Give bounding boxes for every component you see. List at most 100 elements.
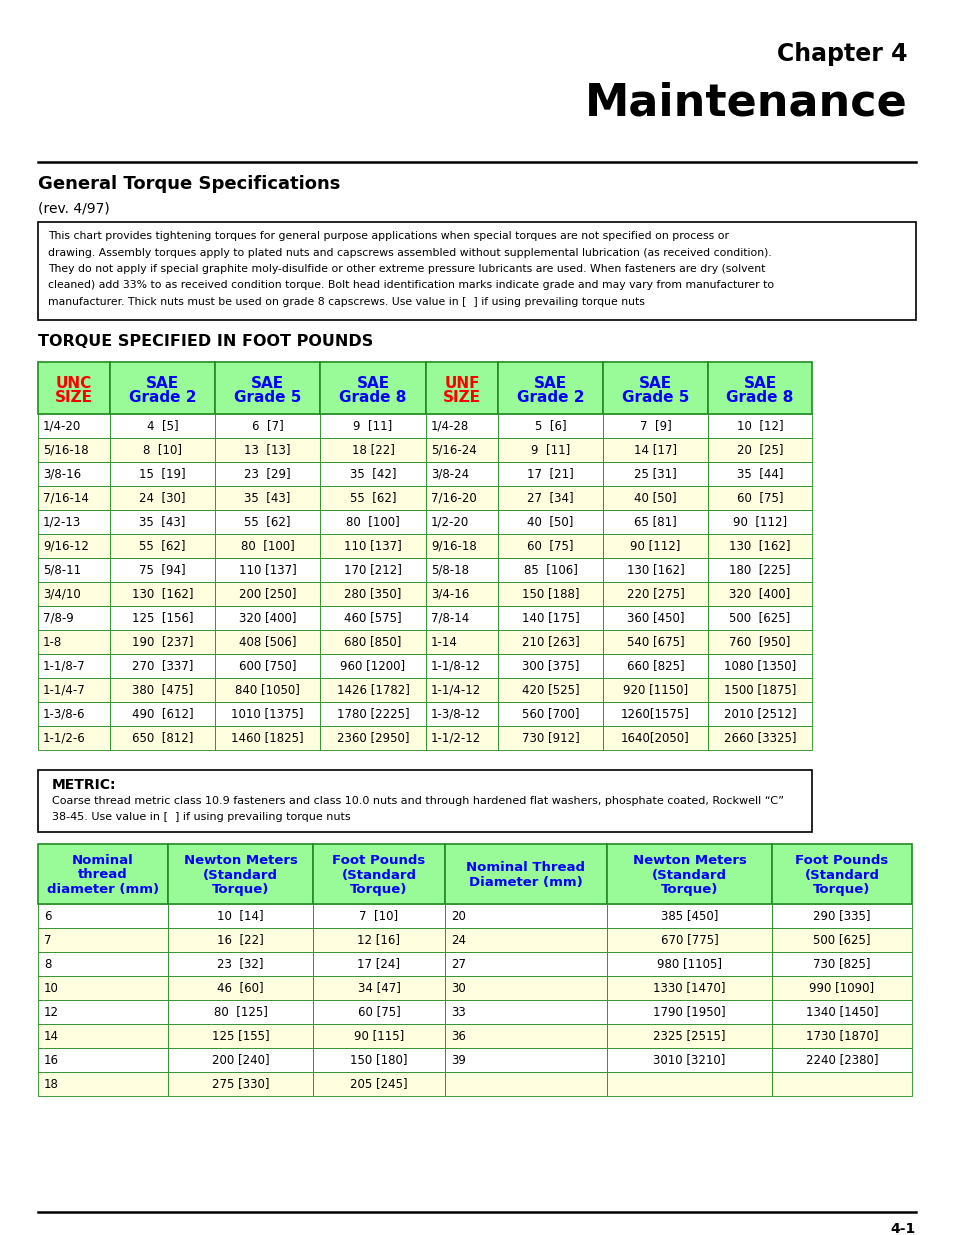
Bar: [214, 582, 319, 606]
Bar: [313, 952, 444, 976]
Text: 205 [245]: 205 [245]: [350, 1077, 407, 1091]
Text: (Standard: (Standard: [651, 868, 726, 882]
Text: 24  [30]: 24 [30]: [139, 492, 186, 505]
Text: 200 [250]: 200 [250]: [238, 588, 296, 600]
Text: cleaned) add 33% to as received condition torque. Bolt head identification marks: cleaned) add 33% to as received conditio…: [48, 280, 773, 290]
Text: 1330 [1470]: 1330 [1470]: [653, 982, 725, 994]
Bar: [497, 438, 602, 462]
Text: 38-45. Use value in [  ] if using prevailing torque nuts: 38-45. Use value in [ ] if using prevail…: [52, 811, 351, 823]
Text: 3/8-24: 3/8-24: [431, 468, 469, 480]
Bar: [313, 976, 444, 1000]
Text: 125  [156]: 125 [156]: [132, 611, 193, 625]
Text: 12 [16]: 12 [16]: [357, 934, 400, 946]
Bar: [602, 582, 707, 606]
Bar: [497, 534, 602, 558]
Bar: [426, 462, 497, 487]
Text: 460 [575]: 460 [575]: [344, 611, 401, 625]
Bar: [771, 1000, 911, 1024]
Text: 90 [112]: 90 [112]: [630, 540, 680, 552]
Bar: [606, 1024, 771, 1049]
Bar: [444, 844, 606, 904]
Text: 65 [81]: 65 [81]: [634, 515, 677, 529]
Text: 980 [1105]: 980 [1105]: [657, 957, 721, 971]
Bar: [319, 534, 426, 558]
Text: 3010 [3210]: 3010 [3210]: [653, 1053, 725, 1067]
Bar: [602, 701, 707, 726]
Text: SIZE: SIZE: [55, 390, 92, 405]
Text: 1-3/8-6: 1-3/8-6: [43, 708, 86, 720]
Text: 36: 36: [451, 1030, 465, 1042]
Text: 320 [400]: 320 [400]: [238, 611, 296, 625]
Text: SAE: SAE: [146, 375, 179, 391]
Bar: [426, 510, 497, 534]
Bar: [444, 1072, 606, 1095]
Bar: [38, 606, 110, 630]
Text: 1730 [1870]: 1730 [1870]: [805, 1030, 878, 1042]
Bar: [426, 606, 497, 630]
Bar: [707, 487, 811, 510]
Text: 35  [43]: 35 [43]: [244, 492, 291, 505]
Bar: [319, 487, 426, 510]
Bar: [110, 362, 214, 414]
Text: 290 [335]: 290 [335]: [812, 909, 870, 923]
Text: Chapter 4: Chapter 4: [777, 42, 907, 65]
Text: Torque): Torque): [350, 883, 407, 897]
Text: 27: 27: [451, 957, 465, 971]
Bar: [168, 904, 313, 927]
Bar: [319, 362, 426, 414]
Text: 7/16-14: 7/16-14: [43, 492, 89, 505]
Bar: [38, 976, 168, 1000]
Text: 1-1/2-12: 1-1/2-12: [431, 731, 480, 745]
Bar: [168, 1072, 313, 1095]
Text: 1-1/8-12: 1-1/8-12: [431, 659, 480, 673]
Bar: [606, 904, 771, 927]
Bar: [497, 462, 602, 487]
Text: 24: 24: [451, 934, 465, 946]
Bar: [38, 655, 110, 678]
Bar: [38, 462, 110, 487]
Bar: [497, 362, 602, 414]
Bar: [214, 558, 319, 582]
Bar: [168, 1049, 313, 1072]
Text: 3/4/10: 3/4/10: [43, 588, 81, 600]
Text: 220 [275]: 220 [275]: [626, 588, 683, 600]
Bar: [214, 510, 319, 534]
Bar: [602, 606, 707, 630]
Text: 140 [175]: 140 [175]: [521, 611, 578, 625]
Text: 55  [62]: 55 [62]: [139, 540, 186, 552]
Text: 920 [1150]: 920 [1150]: [622, 683, 687, 697]
Text: 90 [115]: 90 [115]: [354, 1030, 404, 1042]
Bar: [497, 678, 602, 701]
Bar: [771, 927, 911, 952]
Text: 80  [125]: 80 [125]: [213, 1005, 267, 1019]
Bar: [110, 606, 214, 630]
Text: 5  [6]: 5 [6]: [534, 420, 566, 432]
Bar: [110, 534, 214, 558]
Text: 110 [137]: 110 [137]: [344, 540, 401, 552]
Text: 25 [31]: 25 [31]: [634, 468, 677, 480]
Text: 500  [625]: 500 [625]: [729, 611, 790, 625]
Bar: [707, 362, 811, 414]
Text: 10: 10: [44, 982, 59, 994]
Text: 360 [450]: 360 [450]: [626, 611, 683, 625]
Text: Grade 5: Grade 5: [621, 390, 688, 405]
Bar: [707, 414, 811, 438]
Bar: [313, 1024, 444, 1049]
Text: Torque): Torque): [660, 883, 718, 897]
Bar: [313, 1049, 444, 1072]
Bar: [313, 927, 444, 952]
Text: 5/16-18: 5/16-18: [43, 443, 89, 457]
Text: 90  [112]: 90 [112]: [732, 515, 786, 529]
Bar: [38, 582, 110, 606]
Bar: [313, 1000, 444, 1024]
Text: 150 [180]: 150 [180]: [350, 1053, 407, 1067]
Bar: [319, 582, 426, 606]
Text: 670 [775]: 670 [775]: [659, 934, 718, 946]
Text: 1-1/4-7: 1-1/4-7: [43, 683, 86, 697]
Text: 110 [137]: 110 [137]: [238, 563, 296, 577]
Bar: [771, 952, 911, 976]
Bar: [444, 904, 606, 927]
Text: 1-1/4-12: 1-1/4-12: [431, 683, 480, 697]
Text: 385 [450]: 385 [450]: [660, 909, 718, 923]
Bar: [771, 1024, 911, 1049]
